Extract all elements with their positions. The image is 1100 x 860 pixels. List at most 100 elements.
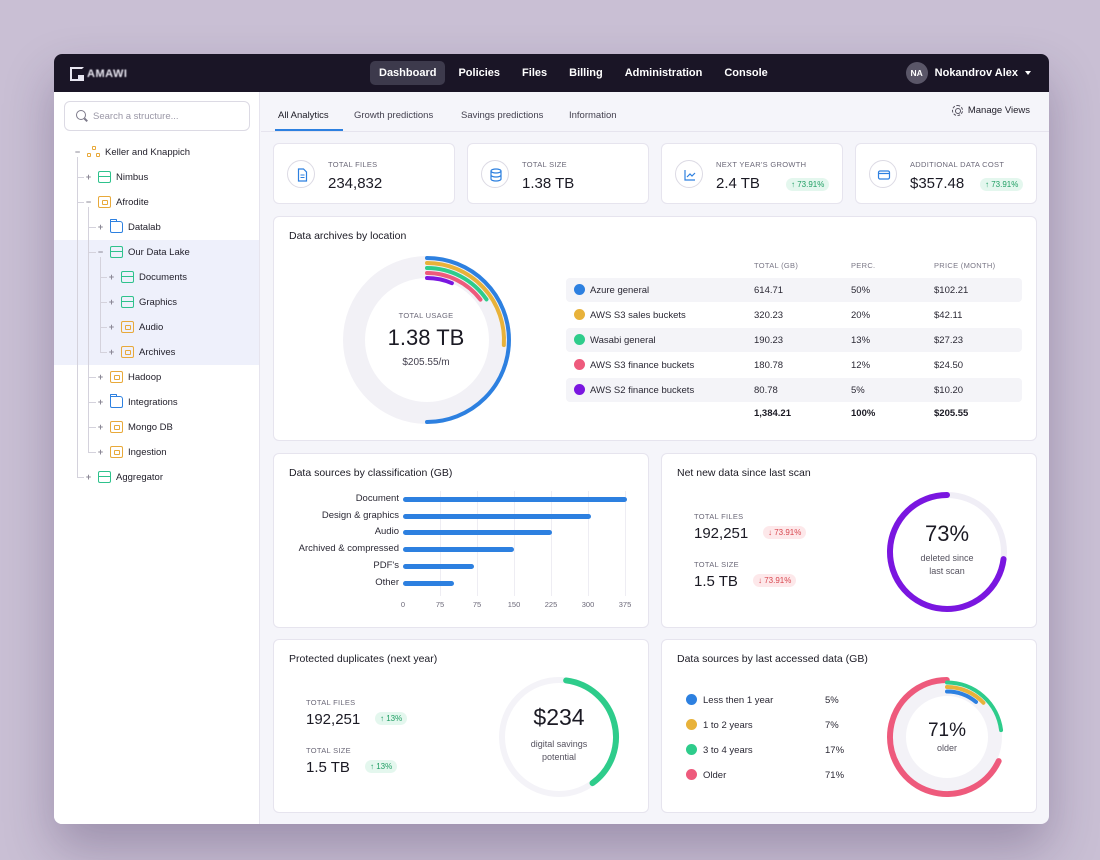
expand-icon[interactable]: + — [108, 272, 115, 282]
active-tab-indicator — [275, 129, 343, 131]
tree-item-keller-and-knappich[interactable]: − Keller and Knappich — [54, 140, 259, 165]
app-window: AMAWI Dashboard Policies Files Billing A… — [54, 54, 1049, 824]
user-menu[interactable]: NA Nokandrov Alex — [905, 62, 1031, 84]
nav-dashboard[interactable]: Dashboard — [370, 61, 446, 85]
nav-files[interactable]: Files — [522, 67, 548, 79]
expand-icon[interactable]: + — [108, 297, 115, 307]
bar-archived-compressed[interactable] — [403, 547, 514, 553]
logo[interactable]: AMAWI — [70, 66, 127, 81]
table-row[interactable]: AWS S3 finance buckets 180.78 12% $24.50 — [566, 353, 1022, 377]
nav-billing[interactable]: Billing — [569, 67, 603, 79]
search-box[interactable] — [64, 101, 250, 131]
logo-mark-icon — [70, 66, 84, 81]
tab-all-analytics[interactable]: All Analytics — [278, 110, 329, 121]
collapse-icon[interactable]: − — [97, 247, 104, 257]
expand-icon[interactable]: + — [97, 447, 104, 457]
expand-icon[interactable]: + — [97, 222, 104, 232]
gridline — [514, 491, 515, 596]
tree-item-ingestion[interactable]: + Ingestion — [54, 440, 259, 465]
main-nav: Dashboard Policies Files Billing Adminis… — [370, 61, 777, 85]
legend-value: 17% — [825, 745, 845, 756]
expand-icon[interactable]: + — [108, 322, 115, 332]
bar-document[interactable] — [403, 497, 627, 502]
bar-label-wrap: Archived & compressed — [274, 543, 399, 555]
bar-label: Document — [355, 493, 399, 504]
expand-icon[interactable]: + — [97, 422, 104, 432]
bar-other[interactable] — [403, 580, 454, 586]
x-tick-label: 150 — [507, 600, 521, 609]
cell-perc: 13% — [851, 335, 871, 346]
tab-savings-predictions[interactable]: Savings predictions — [461, 110, 544, 121]
tree-item-hadoop[interactable]: + Hadoop — [54, 365, 259, 390]
expand-icon[interactable]: + — [108, 347, 115, 357]
tree-item-audio[interactable]: + Audio — [54, 315, 259, 340]
total-gb: 1,384.21 — [754, 408, 791, 419]
tree-item-aggregator[interactable]: + Aggregator — [54, 465, 259, 490]
tab-growth-predictions[interactable]: Growth predictions — [354, 110, 434, 121]
kpi-card-growth: NEXT YEAR'S GROWTH 2.4 TB ↑ 73.91% — [661, 143, 843, 204]
kpi-label: NEXT YEAR'S GROWTH — [716, 160, 807, 169]
cell-name: AWS S3 sales buckets — [590, 310, 686, 321]
kpi-value: 2.4 TB — [716, 175, 760, 192]
last-accessed-arc-0 — [945, 689, 978, 704]
last-accessed-ring-chart — [887, 676, 1004, 797]
legend-dot — [686, 694, 697, 705]
legend-dot — [574, 284, 585, 295]
tree-item-datalab[interactable]: + Datalab — [54, 215, 259, 240]
table-row[interactable]: AWS S3 sales buckets 320.23 20% $42.11 — [566, 303, 1022, 327]
kpi-card-total-files: TOTAL FILES 234,832 — [273, 143, 455, 204]
user-name[interactable]: Nokandrov Alex — [934, 67, 1018, 79]
expand-icon[interactable]: + — [85, 472, 92, 482]
logo-text: AMAWI — [87, 67, 128, 80]
bar-design-graphics[interactable] — [403, 513, 592, 519]
archive-arc-0 — [425, 256, 511, 424]
nav-console[interactable]: Console — [724, 67, 768, 79]
table-row[interactable]: Azure general 614.71 50% $102.21 — [566, 278, 1022, 302]
tab-information[interactable]: Information — [569, 110, 617, 121]
folder-icon — [109, 394, 123, 408]
tree-guide-line — [77, 157, 78, 477]
size-value: 1.5 TB — [306, 759, 350, 776]
collapse-icon[interactable]: − — [74, 147, 81, 157]
search-input[interactable] — [93, 108, 243, 124]
savings-arc — [563, 677, 619, 787]
tree-item-archives[interactable]: + Archives — [54, 340, 259, 365]
legend-label: 3 to 4 years — [703, 745, 753, 756]
tree-connector — [88, 252, 96, 253]
tree-item-mongo-db[interactable]: + Mongo DB — [54, 415, 259, 440]
folder-icon — [109, 219, 123, 233]
tree-item-afrodite[interactable]: − Afrodite — [54, 190, 259, 215]
bar-pdf-s[interactable] — [403, 563, 474, 569]
table-header-price: PRICE (MONTH) — [934, 261, 996, 270]
files-value: 192,251 — [694, 525, 749, 542]
legend-dot — [574, 384, 585, 395]
avatar[interactable]: NA — [905, 62, 928, 84]
cell-total: 190.23 — [754, 335, 784, 346]
expand-icon[interactable]: + — [85, 172, 92, 182]
bar-audio[interactable] — [403, 530, 553, 536]
x-tick-label: 225 — [544, 600, 558, 609]
tree-item-nimbus[interactable]: + Nimbus — [54, 165, 259, 190]
expand-icon[interactable]: + — [97, 372, 104, 382]
kpi-card-cost: ADDITIONAL DATA COST $357.48 ↑ 73.91% — [855, 143, 1037, 204]
cell-name: Wasabi general — [590, 335, 656, 346]
box-icon — [121, 346, 134, 358]
expand-icon[interactable]: + — [97, 397, 104, 407]
table-row[interactable]: Wasabi general 190.23 13% $27.23 — [566, 328, 1022, 352]
tree-item-integrations[interactable]: + Integrations — [54, 390, 259, 415]
nav-administration[interactable]: Administration — [624, 67, 703, 79]
files-label: TOTAL FILES — [694, 512, 744, 521]
kpi-label: TOTAL SIZE — [522, 160, 567, 169]
table-row[interactable]: AWS S2 finance buckets 80.78 5% $10.20 — [566, 378, 1022, 402]
manage-views-button[interactable]: Manage Views — [951, 105, 1030, 116]
nav-policies[interactable]: Policies — [458, 67, 501, 79]
tree-item-documents[interactable]: + Documents — [54, 265, 259, 290]
tree-item-graphics[interactable]: + Graphics — [54, 290, 259, 315]
archives-ring-chart — [343, 256, 511, 424]
chevron-down-icon[interactable] — [1025, 71, 1031, 75]
x-tick-label: 0 — [400, 600, 406, 609]
files-badge: ↑ 13% — [375, 712, 408, 725]
collapse-icon[interactable]: − — [85, 197, 92, 207]
tree-item-our-data-lake[interactable]: − Our Data Lake — [54, 240, 259, 265]
box-icon — [110, 371, 123, 383]
